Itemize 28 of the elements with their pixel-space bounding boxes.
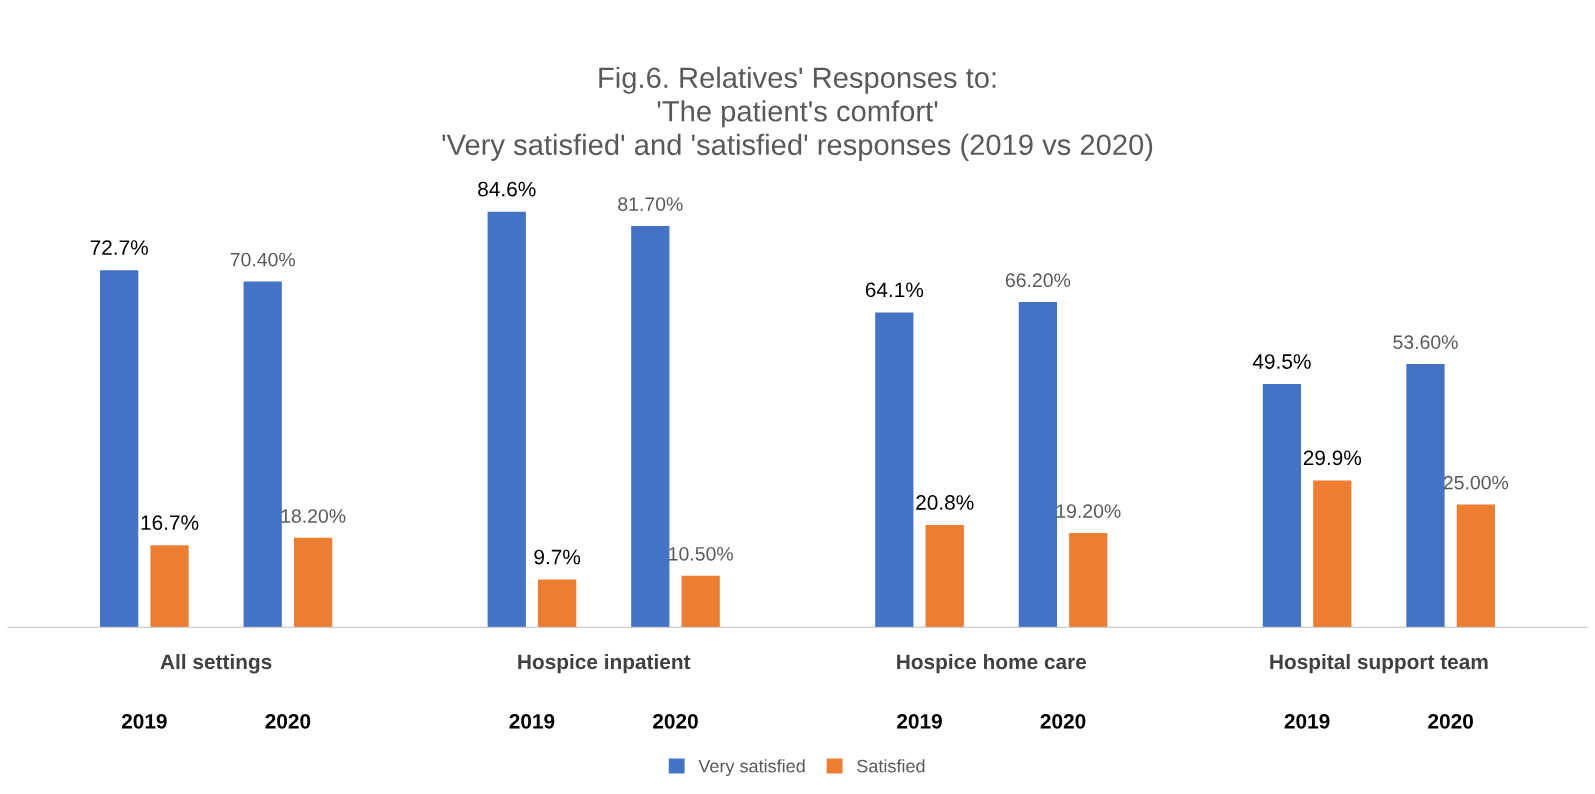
x-tick-label: 2020	[265, 713, 311, 729]
data-label: 20.8%	[916, 495, 974, 510]
x-tick-label: 2020	[653, 713, 698, 729]
x-tick-label: 2019	[121, 713, 167, 729]
text: Hospice home care	[897, 653, 1087, 674]
legend-label: Very satisfied	[698, 759, 805, 777]
data-label: 70.40%	[230, 252, 295, 267]
data-label: 10.50%	[669, 546, 733, 561]
text: Hospital support team	[1270, 653, 1488, 674]
data-label: 53.60%	[1393, 335, 1458, 350]
data-label: 84.6%	[478, 181, 536, 197]
text: All settings	[160, 653, 272, 674]
data-label: 16.7%	[141, 515, 199, 530]
data-label: 66.20%	[1005, 273, 1071, 288]
chart-title: Fig.6. Relatives' Responses to: 'The patient's comfort' 'Very satisfied' and 'satisfied' responses (2019 vs 2020)	[442, 66, 1153, 161]
x-tick-label: 2019	[897, 713, 942, 729]
data-label: 64.1%	[865, 282, 924, 298]
x-tick-label: 2019	[509, 713, 555, 729]
x-tick-label: 2019	[1284, 713, 1330, 729]
text: Hospice inpatient	[518, 653, 691, 674]
data-label: 49.5%	[1252, 354, 1311, 369]
data-label: 29.9%	[1303, 450, 1362, 466]
data-label: 81.70%	[618, 197, 683, 211]
data-label: 9.7%	[534, 549, 581, 565]
legend-label: Satisfied	[857, 759, 925, 773]
x-tick-label: 2020	[1040, 713, 1086, 729]
data-label: 72.7%	[90, 240, 148, 255]
x-tick-label: 2020	[1428, 713, 1473, 729]
